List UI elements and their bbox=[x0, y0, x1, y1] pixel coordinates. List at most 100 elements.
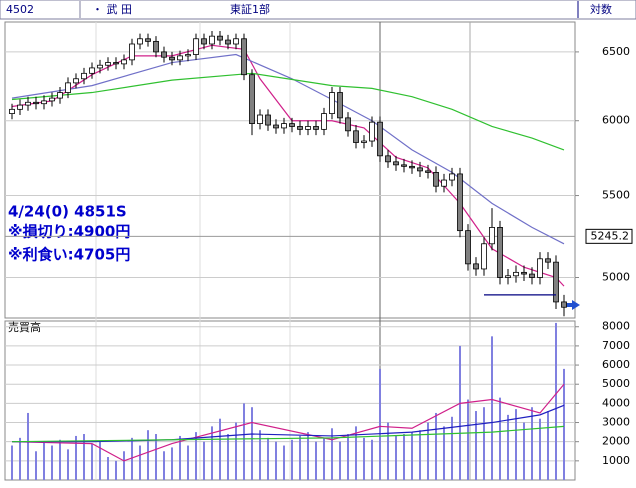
volume-bar bbox=[251, 407, 253, 480]
candle-body bbox=[33, 101, 39, 105]
candle-body bbox=[145, 38, 151, 42]
stock-name: ・ 武 田 bbox=[92, 3, 132, 16]
volume-bar bbox=[507, 414, 509, 480]
y-tick-label: 4000 bbox=[602, 396, 630, 409]
price-marker-box bbox=[585, 228, 633, 244]
candle-body bbox=[377, 121, 383, 157]
volume-bar bbox=[355, 426, 357, 480]
volume-bar bbox=[403, 434, 405, 480]
volume-bar bbox=[307, 432, 309, 480]
price-marker-label: 5245.2 bbox=[591, 229, 630, 242]
y-tick-label: 3000 bbox=[602, 416, 630, 429]
candle-body bbox=[401, 164, 407, 167]
candle-body bbox=[449, 173, 455, 181]
volume-bar bbox=[347, 434, 349, 480]
candle-body bbox=[161, 51, 167, 58]
volume-bar bbox=[299, 435, 301, 480]
candle-body bbox=[561, 301, 567, 308]
volume-bar bbox=[155, 434, 157, 480]
candle-body bbox=[265, 114, 271, 126]
y-tick-label: 5000 bbox=[602, 377, 630, 390]
y-tick-label: 6000 bbox=[602, 114, 630, 127]
candle-body bbox=[57, 92, 63, 99]
candle-body bbox=[361, 140, 367, 143]
candle-body bbox=[337, 92, 343, 119]
volume-bar bbox=[483, 407, 485, 480]
annotation: ※損切り:4900円 bbox=[8, 223, 130, 241]
candle-body bbox=[233, 38, 239, 45]
volume-bar bbox=[291, 439, 293, 480]
volume-bar bbox=[203, 441, 205, 480]
candle-body bbox=[497, 227, 503, 278]
candle-body bbox=[73, 78, 79, 84]
candle-body bbox=[481, 243, 487, 270]
candle-body bbox=[473, 263, 479, 270]
candle-body bbox=[41, 100, 47, 105]
candle-body bbox=[241, 38, 247, 76]
volume-bar bbox=[11, 445, 13, 480]
candle-body bbox=[553, 261, 559, 303]
volume-bar bbox=[491, 336, 493, 480]
candle-body bbox=[185, 54, 191, 57]
scale-label: 対数 bbox=[590, 2, 612, 16]
market: 東証1部 bbox=[230, 2, 270, 16]
volume-bar bbox=[323, 437, 325, 480]
volume-bar bbox=[115, 460, 117, 480]
volume-bar bbox=[475, 411, 477, 480]
volume-bar bbox=[379, 368, 381, 480]
volume-bar bbox=[283, 445, 285, 480]
volume-bar bbox=[563, 368, 565, 480]
candle-body bbox=[201, 38, 207, 45]
volume-bar bbox=[275, 441, 277, 480]
volume-bar bbox=[315, 441, 317, 480]
arrow-marker bbox=[566, 300, 580, 310]
volume-bar bbox=[147, 430, 149, 480]
candle-body bbox=[369, 121, 375, 142]
candle-body bbox=[457, 173, 463, 232]
candle-body bbox=[465, 230, 471, 265]
candle-body bbox=[257, 114, 263, 125]
candle-body bbox=[505, 275, 511, 278]
candle-body bbox=[425, 170, 431, 173]
candle-body bbox=[137, 38, 143, 45]
volume-bar bbox=[75, 435, 77, 480]
volume-bar bbox=[523, 422, 525, 480]
candle-body bbox=[121, 59, 127, 65]
candle-body bbox=[177, 55, 183, 61]
moving-average bbox=[11, 425, 565, 443]
volume-bar bbox=[195, 432, 197, 480]
candle-body bbox=[441, 179, 447, 187]
volume-bar bbox=[435, 412, 437, 480]
volume-bar bbox=[43, 441, 45, 480]
candle-body bbox=[529, 273, 535, 278]
candle-body bbox=[289, 123, 295, 127]
candle-body bbox=[313, 126, 319, 130]
candle-body bbox=[545, 258, 551, 263]
volume-bar bbox=[131, 437, 133, 480]
volume-bar bbox=[411, 432, 413, 480]
candle-body bbox=[153, 40, 159, 53]
candle-body bbox=[513, 271, 519, 277]
volume-bar bbox=[123, 451, 125, 480]
candle-body bbox=[409, 165, 415, 169]
volume-bar bbox=[59, 439, 61, 480]
candle-body bbox=[393, 161, 399, 166]
candle-body bbox=[537, 258, 543, 278]
volume-bar bbox=[547, 411, 549, 480]
candle-body bbox=[129, 43, 135, 61]
candle-body bbox=[281, 123, 287, 129]
candle-body bbox=[297, 126, 303, 130]
volume-bar bbox=[171, 447, 173, 480]
volume-bar bbox=[427, 422, 429, 480]
y-tick-label: 7000 bbox=[602, 339, 630, 352]
volume-bar bbox=[211, 426, 213, 480]
candle-body bbox=[81, 72, 87, 80]
volume-bar bbox=[515, 409, 517, 480]
candle-body bbox=[113, 62, 119, 65]
y-tick-label: 6000 bbox=[602, 358, 630, 371]
volume-bar bbox=[443, 426, 445, 480]
y-tick-label: 1000 bbox=[602, 454, 630, 467]
volume-bar bbox=[219, 418, 221, 480]
volume-bar bbox=[99, 441, 101, 480]
